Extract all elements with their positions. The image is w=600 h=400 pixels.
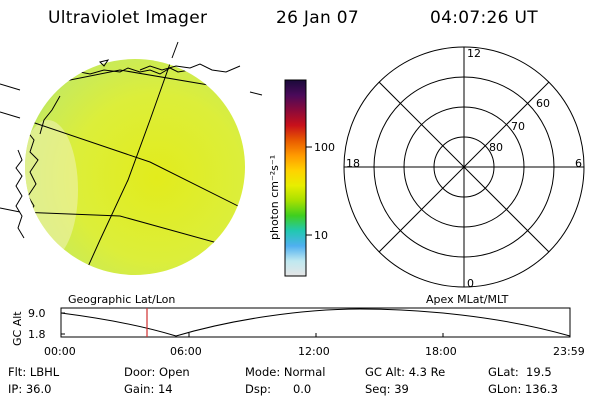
mlat-label-60: 60	[536, 97, 550, 110]
door-info: Door: Open	[124, 365, 190, 379]
mode-info: Mode: Normal	[245, 365, 326, 379]
ip-info: IP: 36.0	[8, 382, 52, 396]
mlat-label-80: 80	[489, 141, 503, 154]
polar-grid	[343, 46, 585, 288]
altitude-xtick-1200: 12:00	[298, 345, 330, 358]
colorbar-unit-label: photon cm⁻²s⁻¹	[268, 154, 281, 240]
colorbar-tick-10: 10	[314, 229, 328, 242]
gain-info: Gain: 14	[124, 382, 173, 396]
apex-caption: Apex MLat/MLT	[426, 293, 509, 306]
filter-info: Flt: LBHL	[8, 365, 60, 379]
instrument-title: Ultraviolet Imager	[48, 8, 208, 28]
glat-info: GLat: 19.5	[488, 365, 552, 379]
altitude-xtick-0000: 00:00	[44, 345, 76, 358]
altitude-ylabel: GC Alt	[11, 311, 24, 346]
altitude-curve	[60, 308, 571, 337]
longitude-line	[81, 59, 173, 275]
mlt-label-0: 0	[467, 277, 474, 290]
mlt-label-6: 6	[575, 157, 582, 170]
altitude-ytick-min: 1.8	[28, 328, 46, 341]
colorbar	[284, 79, 312, 277]
altitude-xtick-0600: 06:00	[170, 345, 202, 358]
altitude-ytick-max: 9.0	[28, 307, 46, 320]
latitude-line	[25, 117, 245, 213]
mlat-label-70: 70	[511, 120, 525, 133]
seq-info: Seq: 39	[365, 382, 409, 396]
earth-image	[0, 41, 263, 275]
dsp-info: Dsp: 0.0	[245, 382, 312, 396]
time-label: 04:07:26 UT	[430, 8, 538, 28]
date-label: 26 Jan 07	[276, 8, 359, 28]
geographic-caption: Geographic Lat/Lon	[68, 293, 176, 306]
gc-alt-info: GC Alt: 4.3 Re	[365, 365, 446, 379]
latitude-line	[25, 211, 245, 253]
glon-info: GLon: 136.3	[488, 382, 558, 396]
altitude-xtick-2359: 23:59	[553, 345, 585, 358]
altitude-plot	[60, 307, 571, 338]
altitude-xtick-1800: 18:00	[425, 345, 457, 358]
mlt-label-12: 12	[467, 47, 481, 60]
colorbar-tick-100: 100	[314, 141, 335, 154]
mlt-label-18: 18	[346, 157, 360, 170]
